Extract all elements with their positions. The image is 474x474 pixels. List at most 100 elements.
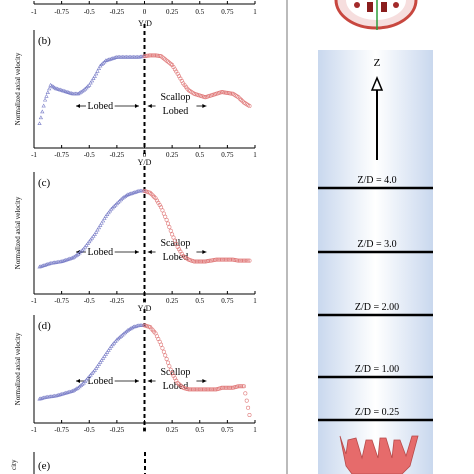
lobed-point <box>120 196 125 200</box>
lobed-point <box>69 389 74 393</box>
scallop-point <box>189 387 194 392</box>
scallop-point <box>152 53 157 58</box>
lobed-point <box>95 68 100 73</box>
lobed-point <box>85 241 90 245</box>
lobed-point <box>110 56 115 60</box>
lobed-point <box>107 208 113 213</box>
lobed-point <box>80 88 85 93</box>
lobed-arrowhead-right <box>134 104 139 108</box>
scallop-point <box>214 257 219 262</box>
scallop-point <box>207 258 212 263</box>
lobed-point <box>41 263 46 268</box>
lobed-point <box>91 233 96 238</box>
lobed-point <box>95 363 100 368</box>
top-axis-tick-label: 0.75 <box>221 8 234 16</box>
scallop-point <box>146 53 151 58</box>
lobed-point <box>105 57 110 62</box>
station-label: Z/D = 1.00 <box>355 364 399 375</box>
lobed-point <box>96 225 102 230</box>
lobed-point <box>121 195 126 199</box>
scallop-point <box>228 257 233 262</box>
lobed-point <box>102 216 107 221</box>
scallop-point <box>228 385 233 390</box>
scallop-point <box>230 257 235 262</box>
top-axis-tick-label: 0 <box>143 8 147 16</box>
lobed-point <box>44 94 49 98</box>
lobed-point <box>60 391 66 396</box>
lobed-point <box>84 242 89 247</box>
scallop-point <box>215 257 220 262</box>
scallop-point <box>226 385 231 390</box>
x-tick-label: 0.75 <box>221 297 234 305</box>
lobed-arrowhead-left <box>75 379 80 383</box>
chart-panel: -1-0.75-0.5-0.2500.250.50.751(d)Normaliz… <box>14 309 257 434</box>
scallop-point <box>161 349 166 354</box>
scallop-point <box>167 364 172 369</box>
scallop-point <box>174 241 179 246</box>
scallop-point <box>200 259 205 264</box>
x-tick-label: -0.5 <box>84 151 96 159</box>
scallop-point <box>190 387 195 392</box>
lobed-point <box>132 190 137 194</box>
scallop-point <box>222 90 227 95</box>
scallop-arrowhead-left <box>147 250 152 254</box>
lobed-point <box>107 345 113 350</box>
lobed-point <box>76 91 81 96</box>
scallop-point <box>218 257 223 262</box>
scallop-point <box>204 259 209 264</box>
lobed-point <box>38 264 44 268</box>
scallop-point <box>221 385 226 390</box>
lobed-annotation: Lobed <box>88 376 114 387</box>
scallop-point <box>159 342 164 347</box>
lobed-point <box>41 103 46 108</box>
scallop-point <box>193 387 198 392</box>
jet-diagram: Z Z/D = 4.0 Z/D = 3.0 Z/D = 2.00 Z/D = 1.00… <box>318 0 433 474</box>
lobed-point <box>74 386 79 391</box>
scallop-point <box>225 257 230 262</box>
scallop-point <box>236 258 241 263</box>
scallop-point <box>156 53 161 58</box>
lobed-point <box>124 193 129 197</box>
lobed-point <box>92 74 97 78</box>
lobed-point <box>109 56 114 61</box>
lobed-point <box>131 190 136 195</box>
top-axis-tick-label: 0.5 <box>195 8 204 16</box>
x-tick-label: 0.25 <box>166 297 179 305</box>
scallop-point <box>237 384 242 389</box>
lobed-point <box>45 261 50 266</box>
scallop-point <box>243 391 248 396</box>
lobed-point <box>107 57 113 61</box>
top-axis: -1 -0.75 -0.5 -0.25 0 0.25 0.5 0.75 1 Y/D <box>31 1 257 28</box>
chart-panels: -1 -0.75 -0.5 -0.25 0 0.25 0.5 0.75 1 (b) Normaliz… <box>14 24 257 434</box>
scallop-point <box>206 259 211 264</box>
lobed-point <box>38 115 44 120</box>
scallop-annotation: Scallop <box>160 238 190 249</box>
lobed-point <box>81 246 86 251</box>
scallop-point <box>221 90 226 95</box>
scallop-annotation: Scallop <box>160 92 190 103</box>
chart-panel: -1 -0.75 -0.5 -0.25 0 0.25 0.5 0.75 1 (b) Normaliz… <box>14 24 257 167</box>
lobed-point <box>129 325 135 330</box>
scallop-point <box>148 53 153 58</box>
x-tick-label: 1 <box>253 151 257 159</box>
lobed-point <box>99 357 104 362</box>
lobed-point <box>41 395 46 400</box>
lobed-point <box>92 232 97 236</box>
lobed-annotation: Lobed <box>88 101 114 112</box>
scallop-point <box>194 259 199 264</box>
scallop-point <box>159 205 164 210</box>
top-axis-tick-label: -0.5 <box>84 8 96 16</box>
lobed-point <box>37 264 42 269</box>
scallop-point <box>247 104 252 109</box>
lobed-point <box>87 239 92 244</box>
lobed-point <box>69 256 74 260</box>
scallop-point <box>201 259 206 264</box>
scallop-point <box>210 258 215 263</box>
scallop-point <box>143 54 148 59</box>
scallop-point <box>196 259 201 264</box>
scallop-point <box>149 53 154 58</box>
x-tick-label: -0.5 <box>84 426 96 434</box>
scallop-point <box>235 258 240 263</box>
lobed-point <box>94 365 99 370</box>
x-tick-label: 1 <box>253 297 257 305</box>
